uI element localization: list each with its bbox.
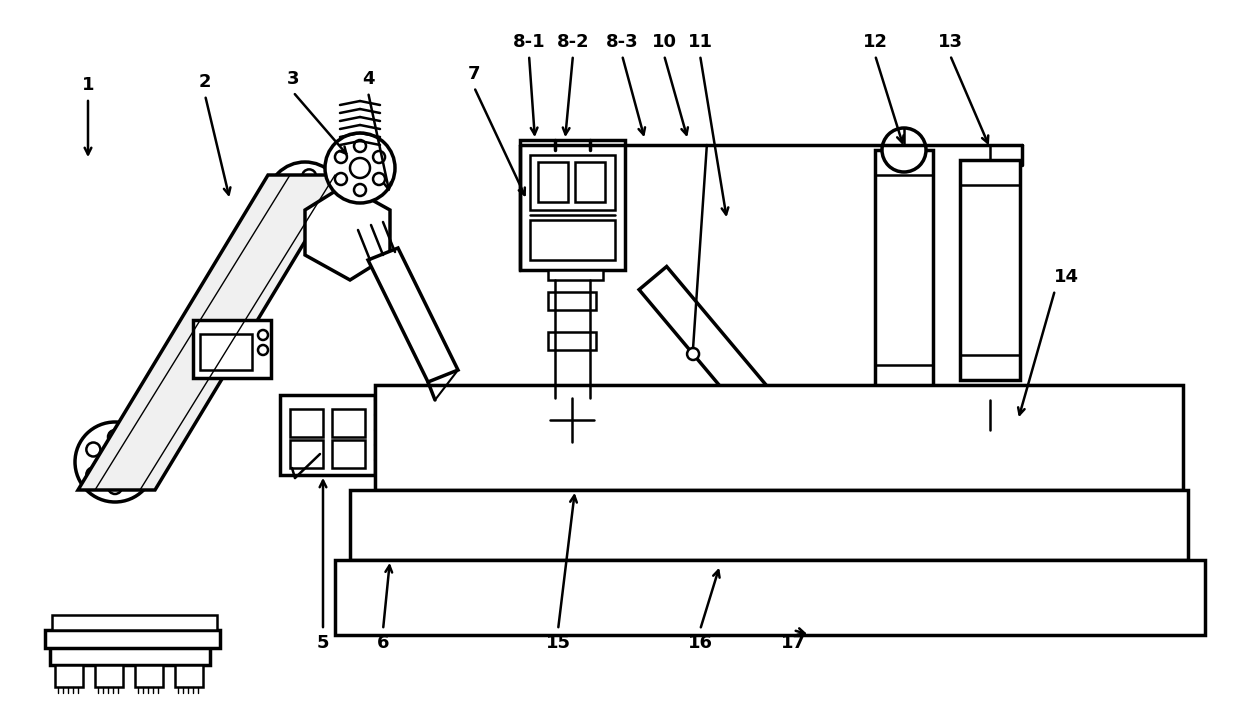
Bar <box>529 220 615 260</box>
Bar <box>374 460 1183 475</box>
Circle shape <box>335 151 347 163</box>
Bar <box>193 320 272 378</box>
Text: 8-3: 8-3 <box>605 33 639 51</box>
Text: 11: 11 <box>687 33 713 51</box>
Text: 8-1: 8-1 <box>512 33 546 51</box>
Circle shape <box>303 169 316 183</box>
Text: 2: 2 <box>198 73 211 91</box>
Bar <box>350 490 1188 560</box>
Bar <box>200 334 252 370</box>
Ellipse shape <box>795 447 820 476</box>
Text: 5: 5 <box>316 634 330 652</box>
Bar <box>290 440 322 468</box>
Text: 14: 14 <box>1054 268 1079 286</box>
Bar <box>575 162 605 202</box>
Circle shape <box>551 398 594 442</box>
Circle shape <box>882 128 926 172</box>
Text: 15: 15 <box>546 634 570 652</box>
Bar <box>548 332 596 350</box>
Bar <box>52 615 217 630</box>
Bar <box>55 665 83 687</box>
Bar <box>374 415 1183 430</box>
Bar <box>280 395 374 475</box>
Circle shape <box>687 348 699 360</box>
Circle shape <box>108 430 122 444</box>
Bar <box>538 162 568 202</box>
Circle shape <box>267 162 343 238</box>
Polygon shape <box>368 248 458 382</box>
Text: 4: 4 <box>362 70 374 88</box>
Bar <box>335 560 1205 635</box>
Circle shape <box>316 209 330 222</box>
Bar <box>374 445 1183 460</box>
Bar <box>548 270 603 280</box>
Circle shape <box>130 467 144 481</box>
Circle shape <box>350 158 370 178</box>
Bar <box>548 292 596 310</box>
Circle shape <box>87 467 100 481</box>
Text: 10: 10 <box>651 33 677 51</box>
Circle shape <box>279 177 294 192</box>
Circle shape <box>321 185 335 198</box>
Bar <box>332 409 365 437</box>
Text: 12: 12 <box>863 33 888 51</box>
Circle shape <box>74 422 155 502</box>
Circle shape <box>108 480 122 494</box>
Bar <box>875 150 932 390</box>
Circle shape <box>130 443 144 457</box>
Text: 6: 6 <box>377 634 389 652</box>
Polygon shape <box>639 267 821 473</box>
Bar <box>135 665 162 687</box>
Circle shape <box>373 151 386 163</box>
Circle shape <box>353 140 366 152</box>
Bar <box>374 385 1183 490</box>
Bar <box>95 665 123 687</box>
Text: 7: 7 <box>467 65 480 83</box>
Text: 17: 17 <box>780 634 806 652</box>
Circle shape <box>335 173 347 185</box>
Bar <box>374 400 1183 415</box>
Polygon shape <box>305 185 391 280</box>
Bar <box>529 155 615 210</box>
Bar <box>45 630 219 648</box>
Bar <box>374 475 1183 490</box>
Polygon shape <box>78 175 345 490</box>
Circle shape <box>294 217 308 230</box>
Circle shape <box>373 173 386 185</box>
Circle shape <box>258 345 268 355</box>
Bar <box>50 647 210 665</box>
Circle shape <box>325 133 396 203</box>
Circle shape <box>87 443 100 457</box>
Text: 1: 1 <box>82 76 94 94</box>
Circle shape <box>258 330 268 340</box>
Bar <box>290 409 322 437</box>
Bar <box>960 160 1021 380</box>
Text: 3: 3 <box>286 70 299 88</box>
Bar <box>175 665 203 687</box>
Bar <box>374 430 1183 445</box>
Circle shape <box>353 184 366 196</box>
Circle shape <box>565 414 578 426</box>
Circle shape <box>275 201 289 215</box>
Bar <box>374 385 1183 400</box>
Bar <box>332 440 365 468</box>
Text: 16: 16 <box>687 634 713 652</box>
Text: 13: 13 <box>937 33 962 51</box>
Bar <box>520 140 625 270</box>
Text: 8-2: 8-2 <box>557 33 589 51</box>
